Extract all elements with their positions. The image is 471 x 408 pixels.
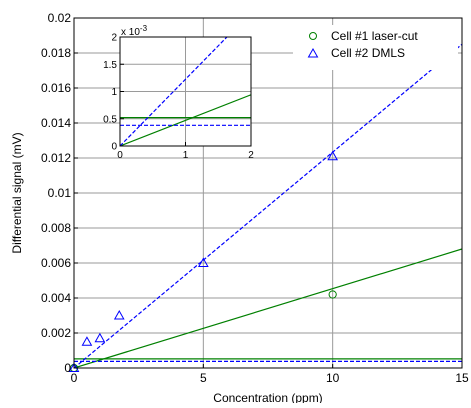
main-y-tick-label: 0.01 xyxy=(48,186,72,200)
data-point-cell-2 xyxy=(197,257,209,267)
inset-fit-line-series-1 xyxy=(120,94,251,146)
legend-box xyxy=(293,25,458,70)
legend-label-cell-2: Cell #2 DMLS xyxy=(331,46,405,60)
main-y-tick-label: 0.012 xyxy=(41,151,71,165)
main-y-tick-label: 0.014 xyxy=(41,116,71,130)
main-x-tick-label: 0 xyxy=(71,371,78,385)
data-point-cell-1 xyxy=(328,290,337,299)
inset-y-tick-label: 1 xyxy=(111,87,117,98)
inset-x-tick-label: 1 xyxy=(183,150,189,161)
inset-y-exponent: -3 xyxy=(140,24,148,33)
inset-y-tick-label: 0.5 xyxy=(103,114,117,125)
main-y-tick-label: 0.02 xyxy=(48,11,72,25)
data-point-cell-2 xyxy=(81,336,93,346)
data-point-cell-2 xyxy=(113,309,125,320)
main-fit-line-series-1 xyxy=(74,248,462,368)
data-point-cell-2 xyxy=(327,150,339,161)
legend-marker-cell-2 xyxy=(307,47,319,58)
main-fit-lines xyxy=(74,43,462,368)
main-y-tick-label: 0 xyxy=(64,361,71,375)
main-x-tick-label: 15 xyxy=(455,371,469,385)
main-y-tick-label: 0.016 xyxy=(41,81,71,95)
main-x-ticks: 0 5 10 15 xyxy=(71,364,469,385)
inset-x-tick-label: 0 xyxy=(117,150,123,161)
inset-y-tick-label: 2 xyxy=(111,33,117,44)
inset-x-tick-label: 2 xyxy=(248,150,254,161)
main-y-tick-label: 0.006 xyxy=(41,256,71,270)
legend-label-cell-1: Cell #1 laser-cut xyxy=(331,29,418,43)
y-axis-label: Differential signal (mV) xyxy=(10,132,24,253)
inset-x-ticks: 0 1 2 xyxy=(117,142,254,161)
main-fit-line-series-2 xyxy=(74,43,462,368)
inset-y-ticks: 0 0.5 1 1.5 2 xyxy=(103,33,124,153)
inset-y-tick-label: 1.5 xyxy=(103,60,117,71)
main-y-tick-label: 0.018 xyxy=(41,46,71,60)
main-y-tick-label: 0.004 xyxy=(41,291,71,305)
main-y-tick-label: 0.008 xyxy=(41,221,71,235)
legend: Cell #1 laser-cut Cell #2 DMLS xyxy=(293,25,458,70)
data-point-cell-2 xyxy=(94,332,106,343)
inset-y-tick-label: 0 xyxy=(111,142,117,153)
inset-fit-lines xyxy=(120,37,251,146)
inset-fit-line-series-2 xyxy=(120,37,228,146)
main-y-tick-label: 0.002 xyxy=(41,326,71,340)
inset-y-multiplier: x 10-3 xyxy=(121,24,148,38)
main-x-tick-label: 5 xyxy=(200,371,207,385)
main-y-ticks: 0 0.002 0.004 0.006 0.008 0.01 0.012 0.014 0.016… xyxy=(41,11,78,375)
legend-marker-cell-1 xyxy=(309,32,317,40)
x-axis-label: Concentration (ppm) xyxy=(213,391,322,403)
main-x-tick-label: 10 xyxy=(326,371,340,385)
inset-grid xyxy=(120,37,251,146)
